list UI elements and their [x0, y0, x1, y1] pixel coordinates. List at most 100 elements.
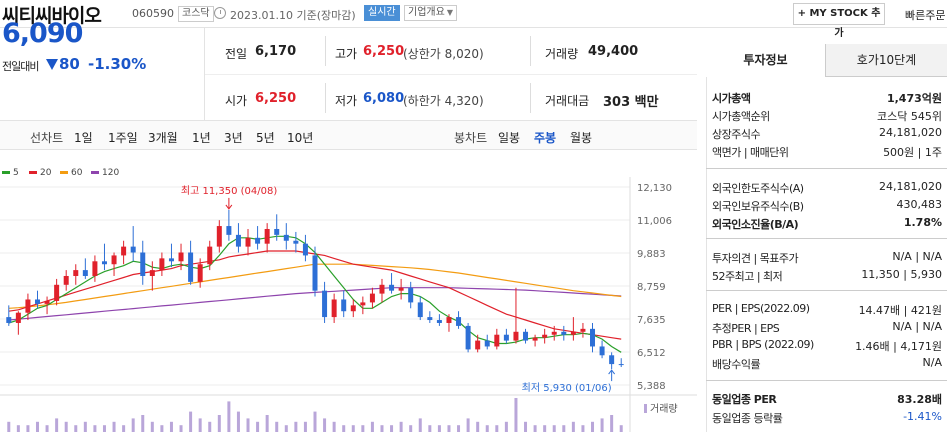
candle-chart-label: 봉차트 — [454, 131, 488, 145]
volume-bar — [256, 421, 260, 432]
quick-order-link[interactable]: 빠른주문 — [905, 9, 946, 22]
add-my-stock-button[interactable]: + MY STOCK 추가 — [793, 3, 885, 39]
info-label: 시가총액 — [712, 92, 751, 105]
candle-monthly[interactable]: 월봉 — [570, 131, 593, 145]
candle-weekly[interactable]: 주봉 — [534, 131, 557, 145]
period-3y[interactable]: 3년 — [224, 131, 243, 145]
legend-label: 20 — [40, 168, 52, 178]
current-price: 6,090 — [2, 18, 83, 49]
volume-bar — [457, 425, 461, 432]
period-1w[interactable]: 1주일 — [108, 131, 138, 145]
volume-bar — [380, 425, 384, 432]
candle-body — [542, 334, 548, 338]
divider — [325, 36, 326, 66]
info-label: 외국인한도주식수(A) — [712, 182, 804, 195]
volume-bar — [265, 415, 269, 432]
volume-label: 거래량 — [650, 403, 678, 415]
period-1d[interactable]: 1일 — [74, 131, 93, 145]
volume-bar — [131, 418, 135, 432]
y-tick-label: 8,759 — [637, 282, 666, 293]
info-value: 14.47배 | 421원 — [858, 304, 942, 317]
chevron-down-icon: ▼ — [446, 8, 453, 17]
volume-bar — [514, 398, 518, 432]
volume-bar — [370, 421, 374, 432]
info-row: 동일업종 PER 83.28배 — [712, 389, 942, 408]
candle-body — [82, 270, 88, 276]
y-tick-label: 6,512 — [637, 348, 666, 359]
volume-bar — [275, 421, 279, 432]
company-overview-dropdown[interactable]: 기업개요 ▼ — [404, 5, 457, 21]
period-3m[interactable]: 3개월 — [148, 131, 178, 145]
y-tick-label: 12,130 — [637, 183, 672, 194]
volume-bar — [83, 421, 87, 432]
clock-icon — [214, 7, 226, 19]
volume-bar — [476, 421, 480, 432]
amount-label: 거래대금 — [545, 94, 590, 108]
volume-bar — [399, 421, 403, 432]
candle-body — [255, 237, 261, 244]
upper-limit: (상한가 8,020) — [403, 47, 484, 61]
volume-bar — [303, 421, 307, 432]
volume-bar — [198, 418, 202, 432]
line-chart-label: 선차트 — [30, 131, 64, 145]
candle-body — [456, 317, 462, 326]
volume-bar — [524, 421, 528, 432]
candle-body — [302, 243, 308, 256]
legend-label: 60 — [71, 168, 83, 178]
info-value: 24,181,020 — [879, 126, 942, 139]
info-value: 11,350 | 5,930 — [861, 268, 942, 281]
realtime-button[interactable]: 실시간 — [364, 5, 400, 21]
candle-body — [494, 334, 500, 347]
candle-body — [369, 293, 375, 303]
volume-bar — [122, 425, 126, 432]
divider — [530, 83, 531, 113]
info-row: 액면가 | 매매단위 500원 | 1주 — [712, 142, 942, 161]
info-row: 외국인보유주식수(B) 430,483 — [712, 196, 942, 215]
volume-bar — [428, 425, 432, 432]
info-label: 시가총액순위 — [712, 110, 770, 123]
period-1y[interactable]: 1년 — [192, 131, 211, 145]
stock-header — [0, 0, 947, 28]
tab-investment-info[interactable]: 투자정보 — [706, 44, 826, 77]
candle-body — [465, 325, 471, 350]
volume-bar — [600, 418, 604, 432]
info-value: 1,473억원 — [886, 92, 942, 105]
candle-daily[interactable]: 일봉 — [498, 131, 521, 145]
volume-bar — [74, 425, 78, 432]
tab-order-book[interactable]: 호가10단계 — [826, 44, 947, 77]
info-row: 동일업종 등락률 -1.41% — [712, 408, 942, 427]
candle-body — [446, 317, 452, 323]
legend-label: 5 — [13, 168, 19, 178]
volume-bar — [495, 425, 499, 432]
legend-ma20: 20 — [29, 168, 51, 178]
period-10y[interactable]: 10년 — [287, 131, 314, 145]
low-label: 저가 — [335, 94, 358, 108]
info-value: 430,483 — [896, 198, 943, 211]
volume-bar — [409, 425, 413, 432]
candle-body — [111, 255, 117, 265]
candle-body — [15, 312, 21, 323]
candle-body — [34, 299, 40, 304]
divider — [325, 83, 326, 113]
volume-bar — [581, 425, 585, 432]
period-5y[interactable]: 5년 — [256, 131, 275, 145]
volume-value: 49,400 — [588, 44, 639, 59]
candle-body — [178, 252, 184, 262]
open-label: 시가 — [225, 94, 248, 108]
stock-chart[interactable]: 12,130 11,006 9,883 8,759 7,635 6,512 5,388 거래량… — [0, 150, 697, 432]
info-row: 시가총액 1,473억원 — [712, 88, 942, 107]
volume-bar — [390, 425, 394, 432]
y-tick-label: 7,635 — [637, 315, 666, 326]
volume-bar — [246, 418, 250, 432]
open-value: 6,250 — [255, 91, 297, 106]
high-annotation: 최고 11,350 (04/08) — [181, 185, 277, 197]
volume-bar — [323, 418, 327, 432]
volume-bar — [64, 421, 68, 432]
info-label: 액면가 | 매매단위 — [712, 146, 789, 159]
candle-body — [350, 305, 356, 312]
candle-body — [523, 331, 529, 341]
info-row: 상장주식수 24,181,020 — [712, 124, 942, 143]
candle-body — [417, 302, 423, 318]
legend-ma5: 5 — [2, 168, 19, 178]
candle-body — [379, 284, 385, 294]
